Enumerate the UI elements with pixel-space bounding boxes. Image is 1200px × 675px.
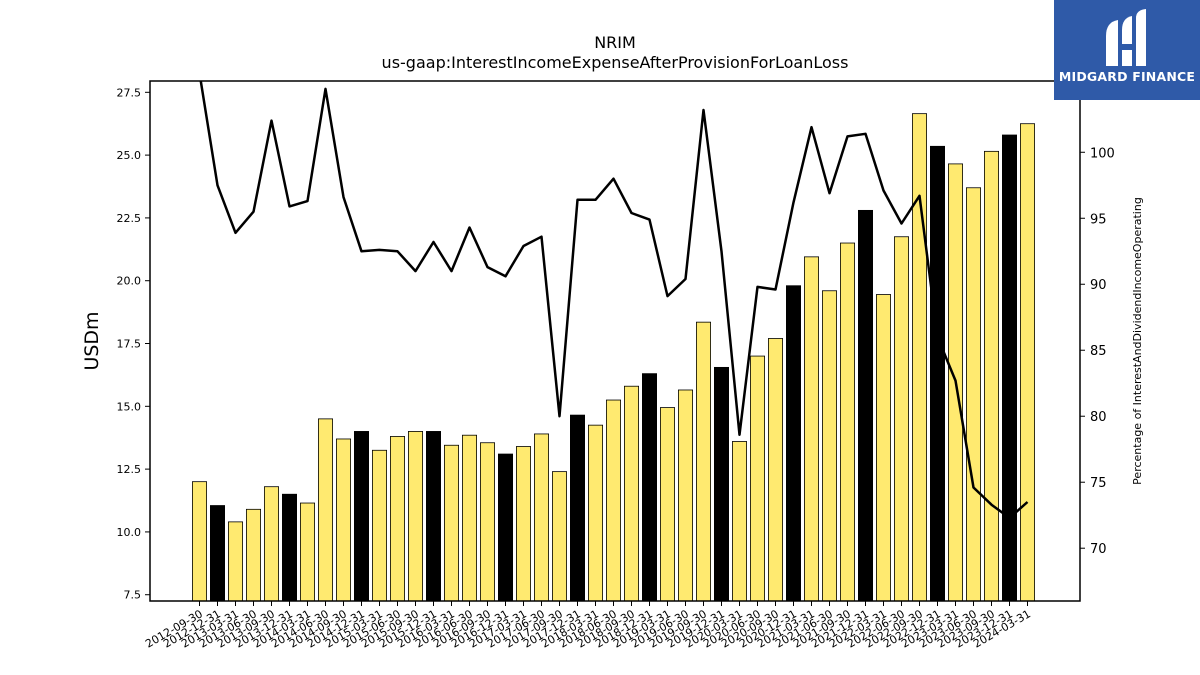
bar	[371, 449, 387, 602]
bar	[750, 355, 766, 602]
bar	[1020, 123, 1036, 602]
bar	[353, 431, 369, 602]
bar	[263, 486, 279, 602]
y2-tick-label: 75	[1090, 476, 1107, 491]
bar	[840, 242, 856, 602]
bar	[497, 453, 513, 602]
chart-title: NRIM	[594, 33, 636, 52]
y-tick-label: 27.5	[117, 86, 142, 99]
bar	[245, 508, 261, 602]
bar	[804, 256, 820, 602]
bar	[570, 414, 586, 602]
bar	[534, 433, 550, 602]
brand-logo: MIDGARD FINANCE	[1054, 0, 1200, 100]
bar	[552, 471, 568, 602]
y-tick-label: 17.5	[117, 338, 142, 351]
line-series	[199, 81, 1029, 520]
chart-subtitle: us-gaap:InterestIncomeExpenseAfterProvis…	[382, 53, 849, 72]
bar	[876, 294, 892, 602]
bar	[317, 418, 333, 602]
bar	[858, 209, 874, 602]
y-tick-label: 20.0	[117, 275, 142, 288]
y-tick-label: 15.0	[117, 400, 142, 413]
y-tick-label: 7.5	[124, 589, 142, 602]
y2-tick-label: 95	[1090, 212, 1107, 227]
bar	[894, 236, 910, 602]
logo-text: MIDGARD FINANCE	[1058, 69, 1196, 84]
plot-frame	[149, 80, 1081, 602]
bar	[209, 505, 225, 602]
y2-tick-label: 70	[1090, 542, 1107, 557]
bar	[912, 113, 928, 602]
bar	[389, 436, 405, 602]
bar	[696, 321, 712, 602]
bar	[588, 424, 604, 602]
bar	[714, 366, 730, 602]
bar	[461, 434, 477, 602]
y2-axis-label: Percentage of InterestAndDividendIncomeO…	[1131, 197, 1144, 485]
bar	[407, 431, 423, 602]
bar	[732, 441, 748, 602]
bar	[660, 407, 676, 602]
y-tick-label: 12.5	[117, 463, 142, 476]
y2-tick-label: 100	[1090, 146, 1115, 161]
y2-tick-label: 85	[1090, 344, 1107, 359]
bar	[191, 481, 207, 602]
bar	[786, 285, 802, 602]
bar	[299, 502, 315, 602]
bar	[768, 338, 784, 602]
bar	[678, 389, 694, 602]
line-series-path	[199, 81, 1029, 520]
bar	[984, 150, 1000, 602]
bar	[227, 521, 243, 602]
y2-tick-label: 90	[1090, 278, 1107, 293]
bar	[624, 385, 640, 602]
y2-tick-label: 80	[1090, 410, 1107, 425]
bar	[966, 187, 982, 602]
y-axis-label: USDm	[81, 311, 103, 370]
bar	[335, 438, 351, 602]
bar	[606, 399, 622, 602]
bar	[479, 442, 495, 602]
bar	[642, 373, 658, 602]
y-axis-left: 7.5 10.0 12.5 15.0 17.5 20.0 22.5 25.0 27.5	[117, 86, 150, 602]
bar	[930, 145, 946, 602]
y-tick-label: 22.5	[117, 212, 142, 225]
x-axis: 2012-09-302012-12-312013-03-312013-06-30…	[143, 601, 1033, 651]
bar	[1002, 134, 1018, 602]
y-axis-right: 70 75 80 85 90 95 100	[1080, 146, 1115, 557]
bar	[443, 444, 459, 602]
y-tick-label: 10.0	[117, 526, 142, 539]
bar	[281, 493, 297, 602]
logo-icon	[1106, 9, 1146, 66]
y-tick-label: 25.0	[117, 149, 142, 162]
bar	[516, 446, 532, 602]
bar	[425, 431, 441, 602]
bar	[822, 290, 838, 602]
bar-series	[191, 113, 1036, 602]
